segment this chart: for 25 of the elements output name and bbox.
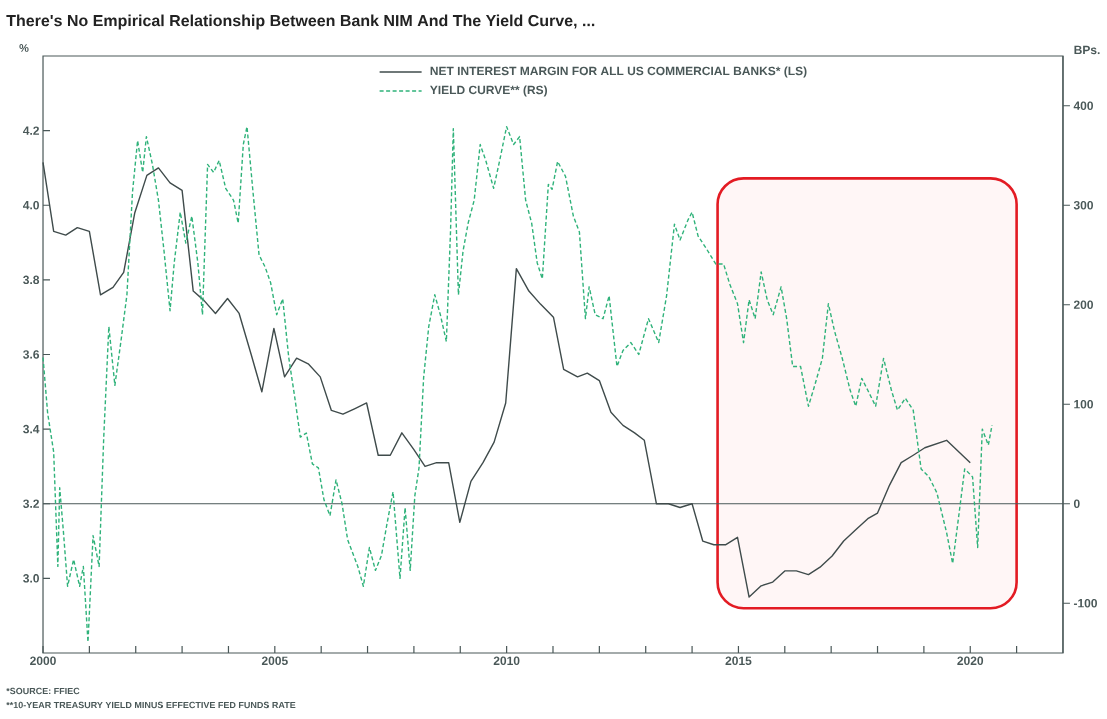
y2-tick-label: -100 — [1073, 598, 1097, 608]
y2-tick-label: 300 — [1073, 200, 1093, 210]
y-axis-title: % — [19, 44, 29, 52]
y-tick-label: 4.0 — [22, 200, 39, 210]
x-tick-label: 2020 — [957, 656, 984, 666]
y-tick-label: 4.2 — [22, 126, 39, 135]
y2-tick-label: 0 — [1073, 499, 1080, 508]
y-tick-label: 3.4 — [23, 424, 40, 434]
x-tick-label: 2015 — [725, 656, 752, 666]
text: *SOURCE: FFIEC — [6, 687, 80, 695]
y2-axis-title: BPs. — [1074, 45, 1100, 55]
y-tick-label: 3.2 — [23, 499, 39, 508]
x-tick-label: 2005 — [261, 656, 288, 666]
legend-label: NET INTEREST MARGIN FOR ALL US COMMERCIAL BANKS* (LS) — [430, 66, 807, 78]
y-tick-label: 3.6 — [23, 350, 40, 359]
y-tick-label: 3.8 — [23, 275, 40, 285]
y2-tick-label: 400 — [1073, 101, 1093, 110]
y-tick-label: 3.0 — [23, 574, 39, 583]
text: **10-YEAR TREASURY YIELD MINUS EFFECTIVE FED FUNDS RATE — [6, 701, 296, 709]
y2-tick-label: 100 — [1074, 399, 1093, 409]
legend-label: YIELD CURVE** (RS) — [430, 85, 547, 97]
y2-tick-label: 200 — [1073, 300, 1093, 309]
x-tick-label: 2010 — [493, 656, 520, 666]
chart-title: There's No Empirical Relationship Between Bank NIM And The Yield Curve, ... — [6, 14, 595, 30]
x-tick-label: 2000 — [30, 656, 56, 666]
